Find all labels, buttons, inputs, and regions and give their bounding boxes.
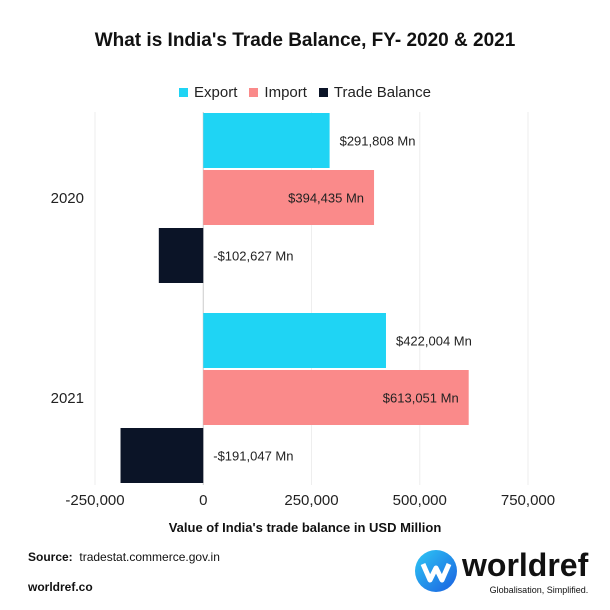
source-label: Source:	[28, 550, 73, 564]
plot-area: -250,000 0 250,000 500,000 750,000 2020 $291,8…	[51, 112, 555, 509]
data-label: $394,435 Mn	[288, 191, 364, 206]
legend-swatch	[179, 88, 189, 97]
legend-swatch	[249, 88, 259, 97]
x-axis-label: Value of India's trade balance in USD Mi…	[168, 520, 442, 535]
legend-item: Export	[179, 84, 237, 101]
legend-label: Trade Balance	[333, 84, 431, 101]
logo-name: worldref	[462, 547, 589, 583]
bar-import	[203, 170, 375, 225]
legend-item: Import	[249, 84, 307, 101]
y-tick-label: 2020	[51, 190, 84, 207]
data-label: -$102,627 Mn	[213, 249, 293, 264]
legend-item: Trade Balance	[318, 84, 431, 101]
source-value: tradestat.commerce.gov.in	[79, 550, 220, 564]
x-tick-label: -250,000	[65, 492, 124, 509]
data-label: $422,004 Mn	[396, 334, 472, 349]
data-label: $291,808 Mn	[340, 134, 416, 149]
x-tick-label: 250,000	[284, 492, 338, 509]
data-label: $613,051 Mn	[383, 391, 459, 406]
legend-label: Import	[264, 84, 307, 101]
x-tick-label: 0	[199, 492, 207, 509]
bar-import	[203, 370, 469, 425]
chart-title: What is India's Trade Balance, FY- 2020 …	[94, 30, 516, 51]
y-tick-label: 2021	[51, 390, 84, 407]
bar-export	[203, 313, 386, 368]
x-tick-label: 500,000	[393, 492, 447, 509]
source-note: Source: tradestat.commerce.gov.in	[28, 550, 220, 564]
site-url: worldref.co	[28, 580, 93, 594]
legend-swatch	[318, 88, 328, 97]
logo-icon	[415, 550, 457, 592]
worldref-logo: worldref Globalisation, Simplified.	[414, 546, 588, 596]
bar-trade-balance	[158, 228, 204, 283]
x-tick-label: 750,000	[501, 492, 555, 509]
data-label: -$191,047 Mn	[213, 449, 293, 464]
bar-export	[203, 113, 330, 168]
bar-trade-balance	[120, 428, 204, 483]
logo-tagline: Globalisation, Simplified.	[489, 585, 589, 595]
legend-label: Export	[194, 84, 238, 101]
legend: Export Import Trade Balance	[0, 84, 610, 101]
logo-text: worldref Globalisation, Simplified.	[462, 546, 588, 596]
